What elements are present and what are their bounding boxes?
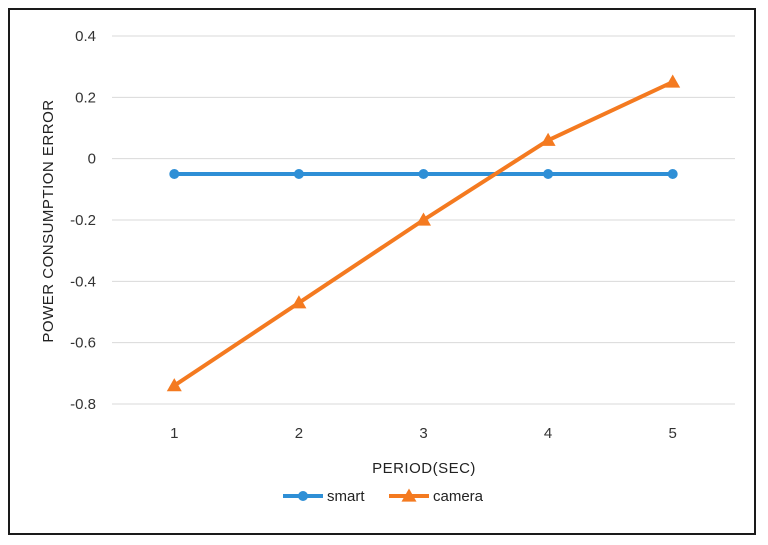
data-point-smart xyxy=(169,169,180,179)
data-point-camera xyxy=(291,295,307,309)
legend-marker xyxy=(298,491,308,501)
y-axis-title: POWER CONSUMPTION ERROR xyxy=(40,99,57,342)
x-tick-label: 5 xyxy=(669,425,677,442)
y-tick-label: 0.4 xyxy=(75,28,96,45)
y-tick-label: -0.2 xyxy=(70,212,96,229)
legend: smart camera xyxy=(283,488,484,505)
x-axis-ticks: 1 2 3 4 5 xyxy=(170,425,677,442)
data-point-camera xyxy=(540,132,556,146)
x-tick-label: 1 xyxy=(170,425,178,442)
x-axis-title: PERIOD(SEC) xyxy=(372,460,476,477)
y-tick-label: 0.2 xyxy=(75,89,96,106)
series-lines xyxy=(166,74,681,392)
y-tick-label: -0.4 xyxy=(70,273,96,290)
data-point-camera xyxy=(416,212,431,226)
data-point-smart xyxy=(543,169,554,179)
series-smart xyxy=(169,169,678,179)
data-point-camera xyxy=(665,74,681,88)
y-tick-label: -0.6 xyxy=(70,335,96,352)
x-tick-label: 3 xyxy=(419,425,427,442)
legend-item-camera: camera xyxy=(389,488,484,505)
series-camera xyxy=(166,74,681,392)
x-tick-label: 4 xyxy=(544,425,552,442)
data-point-smart xyxy=(667,169,678,179)
x-tick-label: 2 xyxy=(295,425,303,442)
data-point-smart xyxy=(418,169,429,179)
y-tick-label: -0.8 xyxy=(70,396,96,413)
chart-frame xyxy=(8,8,756,535)
y-axis-ticks: 0.4 0.2 0 -0.2 -0.4 -0.6 -0.8 xyxy=(70,28,96,413)
gridlines xyxy=(112,35,735,405)
series-line-camera xyxy=(173,80,674,388)
legend-label: camera xyxy=(433,488,484,505)
legend-label: smart xyxy=(327,488,365,505)
data-point-smart xyxy=(293,169,304,179)
data-point-camera xyxy=(166,378,182,392)
y-tick-label: 0 xyxy=(88,151,96,168)
legend-marker xyxy=(401,488,417,502)
legend-item-smart: smart xyxy=(283,488,365,505)
